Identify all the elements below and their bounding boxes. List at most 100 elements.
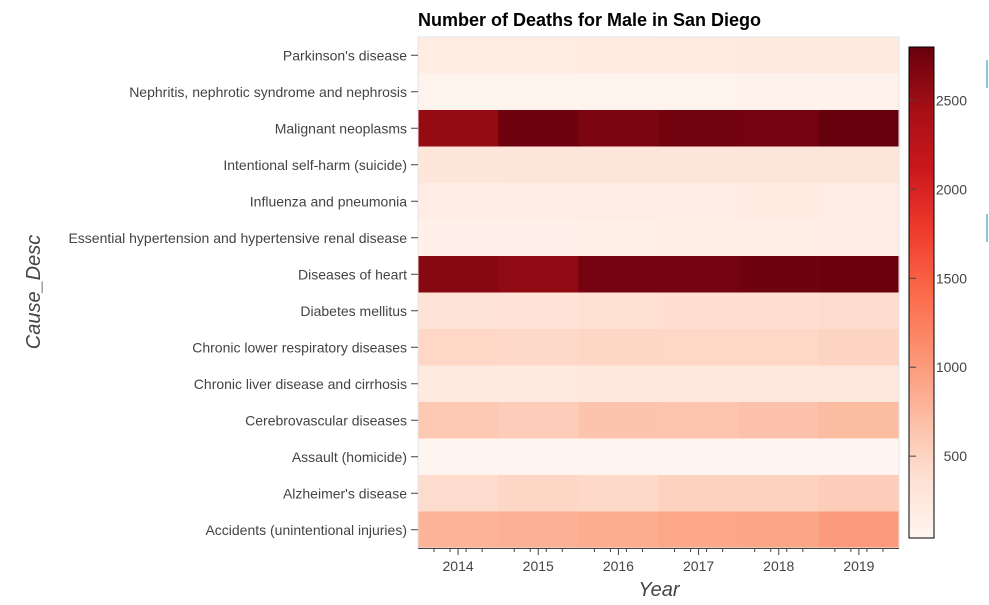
heatmap-cell xyxy=(738,365,820,403)
y-axis-labels: Parkinson's disease Nephritis, nephrotic … xyxy=(68,47,418,538)
x-axis: 2014 2015 2016 2017 2018 2019 xyxy=(418,548,899,574)
x-tick-label: 2019 xyxy=(843,558,874,574)
y-tick-label: Accidents (unintentional injuries) xyxy=(205,522,407,538)
heatmap-cell xyxy=(578,219,660,257)
heatmap-cell xyxy=(498,511,579,549)
heatmap-cell xyxy=(738,37,820,75)
heatmap-cell xyxy=(418,292,499,330)
y-tick-label: Intentional self-harm (suicide) xyxy=(223,157,407,173)
heatmap-cell xyxy=(658,475,740,513)
x-tick-label: 2018 xyxy=(763,558,794,574)
heatmap-cell xyxy=(658,146,740,184)
heatmap-cell xyxy=(738,292,820,330)
heatmap-cell xyxy=(498,110,579,148)
heatmap-cell xyxy=(738,146,820,184)
heatmap-cell xyxy=(658,219,740,257)
y-tick-label: Chronic liver disease and cirrhosis xyxy=(194,376,407,392)
colorbar-tick-label: 2500 xyxy=(936,92,967,108)
heatmap-cell xyxy=(818,146,900,184)
heatmap-cell xyxy=(498,73,579,111)
y-tick-label: Chronic lower respiratory diseases xyxy=(192,339,407,355)
y-tick-label: Diabetes mellitus xyxy=(300,303,407,319)
heatmap-cell xyxy=(818,73,900,111)
y-tick-label: Cerebrovascular diseases xyxy=(245,412,407,428)
heatmap-cell xyxy=(418,256,499,294)
heatmap-cell xyxy=(418,475,499,513)
y-tick-label: Nephritis, nephrotic syndrome and nephro… xyxy=(129,84,407,100)
y-axis-label: Cause_Desc xyxy=(23,235,45,350)
heatmap-cell xyxy=(578,183,660,221)
colorbar-gradient xyxy=(908,46,935,539)
heatmap-cell xyxy=(738,219,820,257)
x-tick-label: 2017 xyxy=(683,558,714,574)
heatmap-cell xyxy=(658,365,740,403)
heatmap-cell xyxy=(578,365,660,403)
y-tick-label: Assault (homicide) xyxy=(292,449,407,465)
x-tick-label: 2015 xyxy=(523,558,554,574)
y-tick-label: Alzheimer's disease xyxy=(283,485,407,501)
chart-title: Number of Deaths for Male in San Diego xyxy=(418,10,761,30)
heatmap-cell xyxy=(498,292,579,330)
heatmap-cell xyxy=(578,475,660,513)
heatmap-cell xyxy=(578,402,660,440)
heatmap-cell xyxy=(818,110,900,148)
heatmap-cell xyxy=(738,183,820,221)
x-axis-label: Year xyxy=(638,579,680,601)
heatmap-cell xyxy=(498,183,579,221)
heatmap-cell xyxy=(498,402,579,440)
heatmap-cell xyxy=(818,475,900,513)
heatmap-cell xyxy=(818,183,900,221)
heatmap-cell xyxy=(418,438,499,476)
colorbar: 500 1000 1500 2000 2500 xyxy=(908,46,968,539)
heatmap-cell xyxy=(738,110,820,148)
heatmap-cell xyxy=(418,110,499,148)
heatmap-cell xyxy=(658,256,740,294)
heatmap-cell xyxy=(818,37,900,75)
heatmap-cell xyxy=(818,438,900,476)
y-tick-label: Malignant neoplasms xyxy=(275,120,407,136)
heatmap-cell xyxy=(818,402,900,440)
heatmap-cell xyxy=(818,292,900,330)
heatmap-cell xyxy=(498,475,579,513)
heatmap-cell xyxy=(578,292,660,330)
side-marker-bottom xyxy=(986,214,988,242)
heatmap-cell xyxy=(738,256,820,294)
colorbar-tick-label: 500 xyxy=(944,448,968,464)
heatmap-cell xyxy=(818,219,900,257)
heatmap-cells xyxy=(418,37,900,549)
heatmap-cell xyxy=(658,292,740,330)
heatmap-cell xyxy=(818,365,900,403)
heatmap-cell xyxy=(498,219,579,257)
heatmap-cell xyxy=(818,256,900,294)
heatmap-cell xyxy=(738,329,820,367)
heatmap-cell xyxy=(818,329,900,367)
heatmap-cell xyxy=(498,438,579,476)
heatmap-cell xyxy=(498,37,579,75)
heatmap-cell xyxy=(658,73,740,111)
heatmap-cell xyxy=(818,511,900,549)
heatmap-cell xyxy=(578,256,660,294)
heatmap-cell xyxy=(738,475,820,513)
heatmap-cell xyxy=(738,511,820,549)
x-tick-label: 2016 xyxy=(603,558,634,574)
side-marker-top xyxy=(986,60,988,88)
y-tick-label: Essential hypertension and hypertensive … xyxy=(68,230,407,246)
heatmap-cell xyxy=(418,511,499,549)
heatmap-cell xyxy=(418,402,499,440)
heatmap-cell xyxy=(418,329,499,367)
heatmap-cell xyxy=(498,256,579,294)
colorbar-tick-label: 1500 xyxy=(936,270,967,286)
heatmap-cell xyxy=(578,438,660,476)
heatmap-cell xyxy=(658,511,740,549)
y-tick-label: Diseases of heart xyxy=(298,266,407,282)
heatmap-cell xyxy=(738,73,820,111)
heatmap-cell xyxy=(578,73,660,111)
heatmap-cell xyxy=(658,37,740,75)
heatmap-cell xyxy=(418,146,499,184)
heatmap-cell xyxy=(418,73,499,111)
heatmap-cell xyxy=(738,438,820,476)
heatmap-cell xyxy=(578,37,660,75)
y-tick-label: Influenza and pneumonia xyxy=(250,193,407,209)
y-tick-label: Parkinson's disease xyxy=(283,47,407,63)
colorbar-tick-label: 1000 xyxy=(936,359,967,375)
